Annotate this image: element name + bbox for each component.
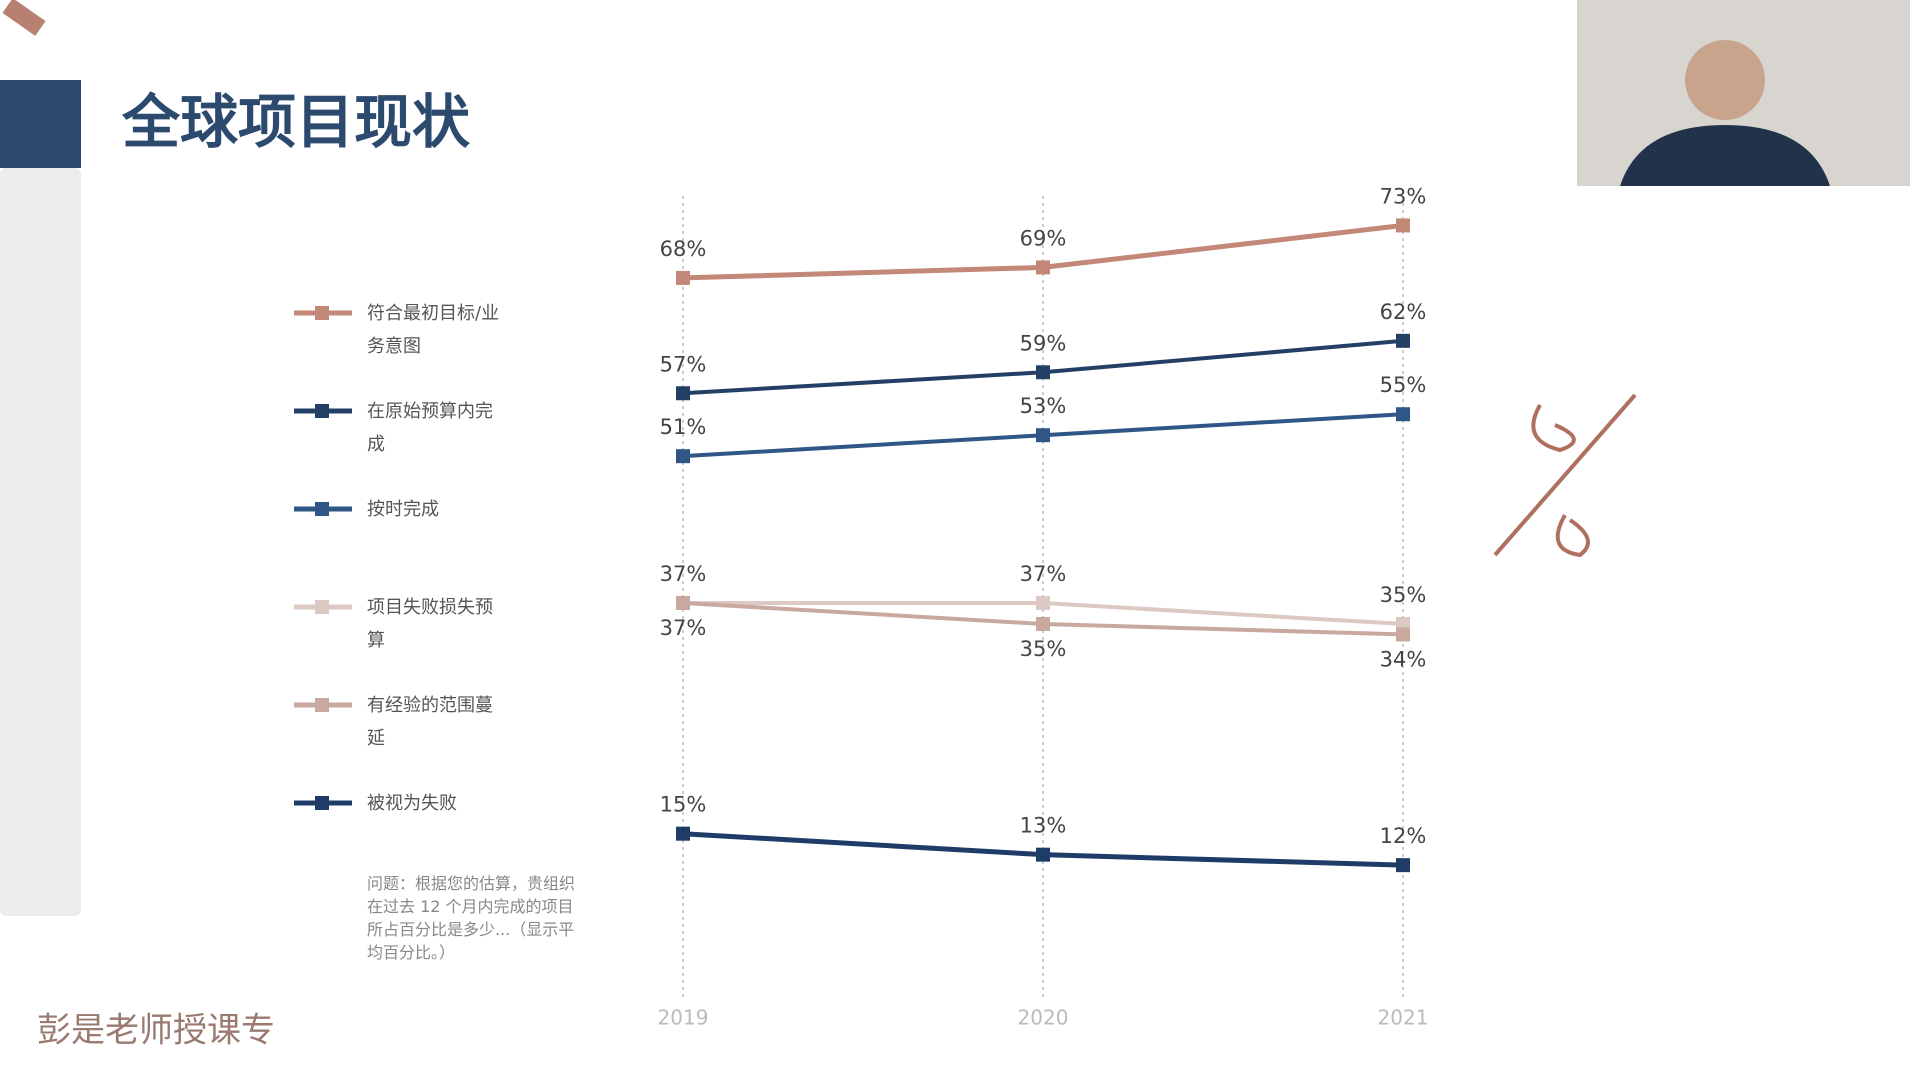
value-label: 37% [1020,562,1067,586]
value-label: 37% [660,616,707,640]
value-label: 68% [660,237,707,261]
value-label: 73% [1380,184,1427,208]
webcam-body [1620,125,1830,186]
legend-marker [315,698,329,712]
value-label: 35% [1380,583,1427,607]
legend-label: 在原始预算内完成 [367,401,493,455]
title: 全球项目现状 [121,88,471,156]
legend-label: 按时完成 [367,499,439,520]
point [676,386,690,401]
value-label: 55% [1380,373,1427,397]
point [1036,847,1050,862]
legend-marker [315,404,329,418]
x-tick-label: 2021 [1378,1006,1429,1030]
point [1396,218,1410,233]
value-label: 69% [1020,226,1067,250]
legend-label: 符合最初目标/业务意图 [367,303,500,357]
legend-marker [315,502,329,516]
value-label: 15% [660,793,707,817]
watermark: 彭是老师授课专 [37,1011,275,1051]
value-label: 59% [1020,331,1067,355]
point [1036,428,1050,443]
value-label: 57% [660,352,707,376]
point [1396,333,1410,348]
point [1396,627,1410,642]
point [1396,407,1410,422]
value-label: 34% [1380,647,1427,671]
point [676,595,690,610]
footnote: 问题：根据您的估算，贵组织在过去 12 个月内完成的项目所占百分比是多少...（… [367,874,576,962]
x-tick-label: 2020 [1018,1006,1069,1030]
value-label: 53% [1020,394,1067,418]
value-label: 51% [660,415,707,439]
point [676,826,690,841]
value-label: 12% [1380,824,1427,848]
value-label: 35% [1020,637,1067,661]
point [676,270,690,285]
point [1036,365,1050,380]
point [1036,260,1050,275]
point [1036,616,1050,631]
value-label: 13% [1020,814,1067,838]
plot: 2019 2020 2021 68% 69% 73% 57% 59% 62% 51% 53% 55% 3… [294,184,1429,1030]
title-block [0,80,81,168]
point [676,449,690,464]
point [1036,595,1050,610]
webcam-face [1685,40,1765,120]
value-label: 62% [1380,300,1427,324]
pen-icon [2,0,46,36]
legend-marker [315,600,329,614]
legend-label: 有经验的范围蔓延 [367,695,493,749]
x-tick-label: 2019 [658,1006,709,1030]
handwriting [1493,393,1637,558]
legend-label: 被视为失败 [367,793,457,814]
side-bar [0,168,81,916]
legend-label: 项目失败损失预算 [367,597,493,651]
point [1396,858,1410,873]
value-label: 37% [660,562,707,586]
legend-marker [315,796,329,810]
legend-marker [315,306,329,320]
